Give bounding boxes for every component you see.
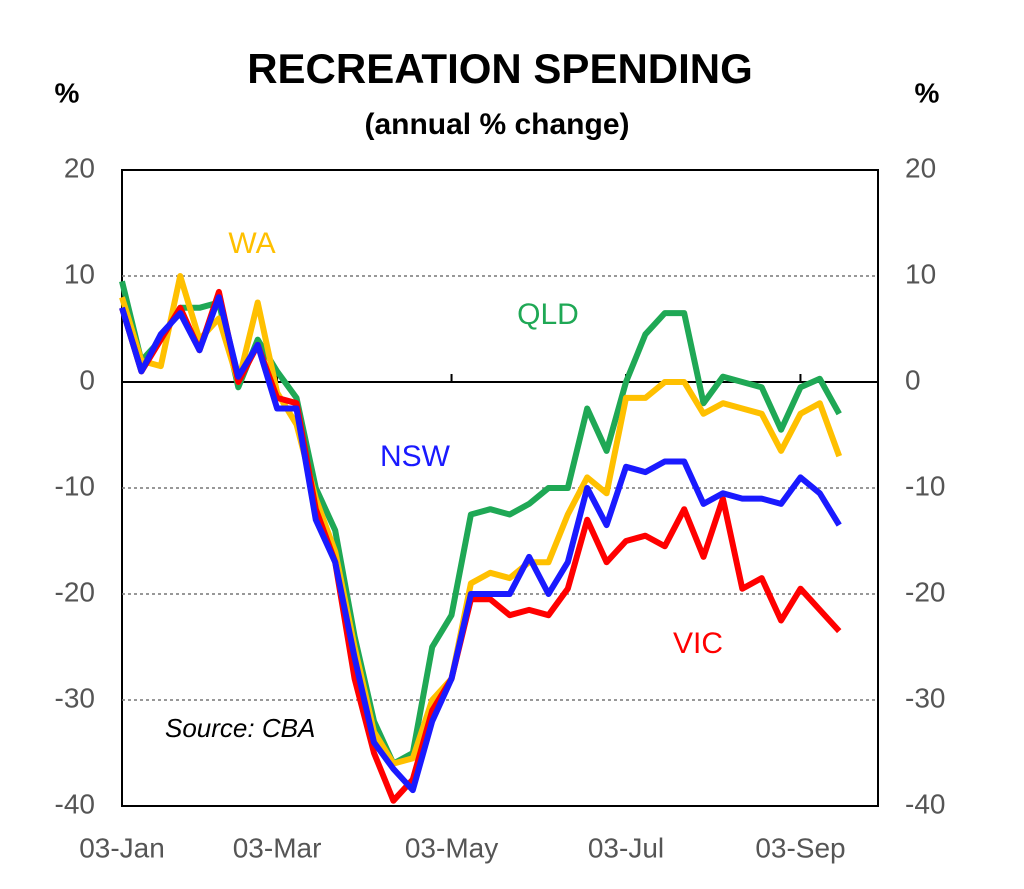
y-tick-label: -20 bbox=[55, 576, 95, 607]
y2-tick-label: 20 bbox=[905, 152, 936, 183]
y2-tick-label: 0 bbox=[905, 364, 921, 395]
y2-tick-label: -30 bbox=[905, 682, 945, 713]
x-tick-label: 03-Mar bbox=[233, 832, 322, 863]
y-tick-label: 10 bbox=[64, 258, 95, 289]
y2-axis-label: % bbox=[915, 77, 940, 108]
y2-tick-label: -40 bbox=[905, 788, 945, 819]
x-tick-label: 03-May bbox=[405, 832, 498, 863]
series-label: VIC bbox=[673, 627, 723, 660]
y-axis-label: % bbox=[55, 77, 80, 108]
series-label: QLD bbox=[517, 298, 579, 331]
series-line bbox=[119, 294, 842, 794]
chart-title: RECREATION SPENDING bbox=[247, 45, 753, 92]
y-tick-label: -10 bbox=[55, 470, 95, 501]
y2-tick-label: -20 bbox=[905, 576, 945, 607]
y-tick-label: -40 bbox=[55, 788, 95, 819]
y-tick-label: -30 bbox=[55, 682, 95, 713]
chart-subtitle: (annual % change) bbox=[364, 108, 629, 141]
annotation: Source: CBA bbox=[165, 713, 315, 743]
y-tick-label: 0 bbox=[79, 364, 95, 395]
y2-tick-label: 10 bbox=[905, 258, 936, 289]
series-label: NSW bbox=[380, 440, 451, 473]
x-tick-label: 03-Sep bbox=[755, 832, 845, 863]
y2-tick-label: -10 bbox=[905, 470, 945, 501]
y-tick-label: 20 bbox=[64, 152, 95, 183]
series-label: WA bbox=[228, 227, 275, 260]
x-tick-label: 03-Jan bbox=[79, 832, 165, 863]
x-tick-label: 03-Jul bbox=[588, 832, 664, 863]
